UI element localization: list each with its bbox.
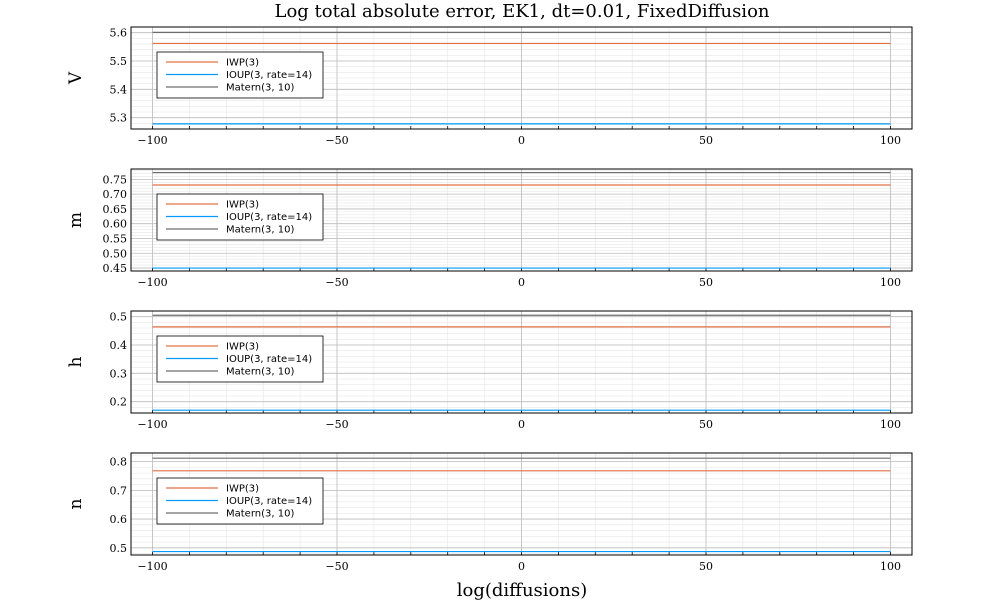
y-tick-label: 0.45 xyxy=(103,262,128,275)
panel-h: −100 −50 0 50 100 0.2 0.3 0.4 0.5 h IWP(3)IOUP(3, … xyxy=(66,310,913,431)
y-tick-label: 0.2 xyxy=(110,396,128,409)
x-tick-label: 50 xyxy=(699,560,713,573)
legend: IWP(3)IOUP(3, rate=14) Matern(3, 10) xyxy=(156,51,324,99)
x-tick-label: −100 xyxy=(137,418,167,431)
x-tick-label: 100 xyxy=(880,276,901,289)
y-axis-label: h xyxy=(66,356,86,367)
legend-label: IOUP(3, rate=14) xyxy=(226,212,312,223)
panel-m: −100 −50 0 50 100 0.45 0.50 0.550.60 0.65 0.70 0.7… xyxy=(66,168,913,289)
legend-label: Matern(3, 10) xyxy=(226,509,294,520)
panels: −100 −50 0 50 1005.35.45.55.6VIWP(3)IOUP(3, … xyxy=(66,26,913,573)
y-tick-label: 0.5 xyxy=(110,542,128,555)
y-tick-label: 0.50 xyxy=(103,247,128,260)
legend-label: Matern(3, 10) xyxy=(226,225,294,236)
y-tick-label: 0.65 xyxy=(103,203,128,216)
x-tick-label: 0 xyxy=(518,418,525,431)
y-tick-label: 5.3 xyxy=(110,112,128,125)
y-tick-label: 0.4 xyxy=(110,339,128,352)
panel-V: −100 −50 0 50 100 5.3 5.4 5.5 5.6 V IWP(3)IOUP(3, … xyxy=(66,26,913,147)
y-tick-label: 0.3 xyxy=(110,367,128,380)
y-tick-label: 5.6 xyxy=(110,27,128,40)
legend-label: IWP(3) xyxy=(226,58,259,69)
y-axis-label: m xyxy=(66,212,86,228)
legend-label: IOUP(3, rate=14) xyxy=(226,70,312,81)
x-tick-label: −100 xyxy=(137,276,167,289)
y-tick-label: 0.60 xyxy=(103,218,128,231)
y-tick-label: 0.7 xyxy=(110,484,128,497)
y-axis-label: n xyxy=(66,498,86,509)
y-tick-label: 0.55 xyxy=(103,232,128,245)
x-tick-label: 0 xyxy=(518,276,525,289)
x-tick-label: 100 xyxy=(880,560,901,573)
y-axis-label: V xyxy=(66,71,86,85)
legend-label: IOUP(3, rate=14) xyxy=(226,354,312,365)
x-tick-label: 50 xyxy=(699,418,713,431)
legend: IWP(3)IOUP(3, rate=14) Matern(3, 10) xyxy=(156,335,324,383)
y-tick-label: 0.75 xyxy=(103,173,128,186)
x-axis-label: log(diffusions) xyxy=(457,580,587,600)
panel-n: −100 −50 0 50 100 0.5 0.6 0.7 0.8 n IWP(3)IOUP(3, … xyxy=(66,452,913,573)
x-tick-label: 0 xyxy=(518,134,525,147)
figure-title: Log total absolute error, EK1, dt=0.01, … xyxy=(274,1,769,22)
y-tick-label: 5.5 xyxy=(110,55,128,68)
y-tick-label: 0.5 xyxy=(110,311,128,324)
x-tick-label: −100 xyxy=(137,560,167,573)
x-tick-label: 100 xyxy=(880,134,901,147)
x-tick-label: −50 xyxy=(325,134,348,147)
y-tick-label: 0.70 xyxy=(103,188,128,201)
legend-label: IWP(3) xyxy=(226,200,259,211)
legend: IWP(3)IOUP(3, rate=14) Matern(3, 10) xyxy=(156,193,324,241)
x-tick-label: −50 xyxy=(325,276,348,289)
y-tick-label: 5.4 xyxy=(110,83,128,96)
x-tick-label: −50 xyxy=(325,418,348,431)
legend-label: IWP(3) xyxy=(226,342,259,353)
legend-label: Matern(3, 10) xyxy=(226,83,294,94)
x-tick-label: 50 xyxy=(699,134,713,147)
legend: IWP(3)IOUP(3, rate=14) Matern(3, 10) xyxy=(156,477,324,525)
x-tick-label: −50 xyxy=(325,560,348,573)
legend-label: IOUP(3, rate=14) xyxy=(226,496,312,507)
x-tick-label: 100 xyxy=(880,418,901,431)
x-tick-label: −100 xyxy=(137,134,167,147)
legend-label: IWP(3) xyxy=(226,484,259,495)
legend-label: Matern(3, 10) xyxy=(226,367,294,378)
y-tick-label: 0.8 xyxy=(110,456,128,469)
y-tick-label: 0.6 xyxy=(110,513,128,526)
x-tick-label: 50 xyxy=(699,276,713,289)
x-tick-label: 0 xyxy=(518,560,525,573)
